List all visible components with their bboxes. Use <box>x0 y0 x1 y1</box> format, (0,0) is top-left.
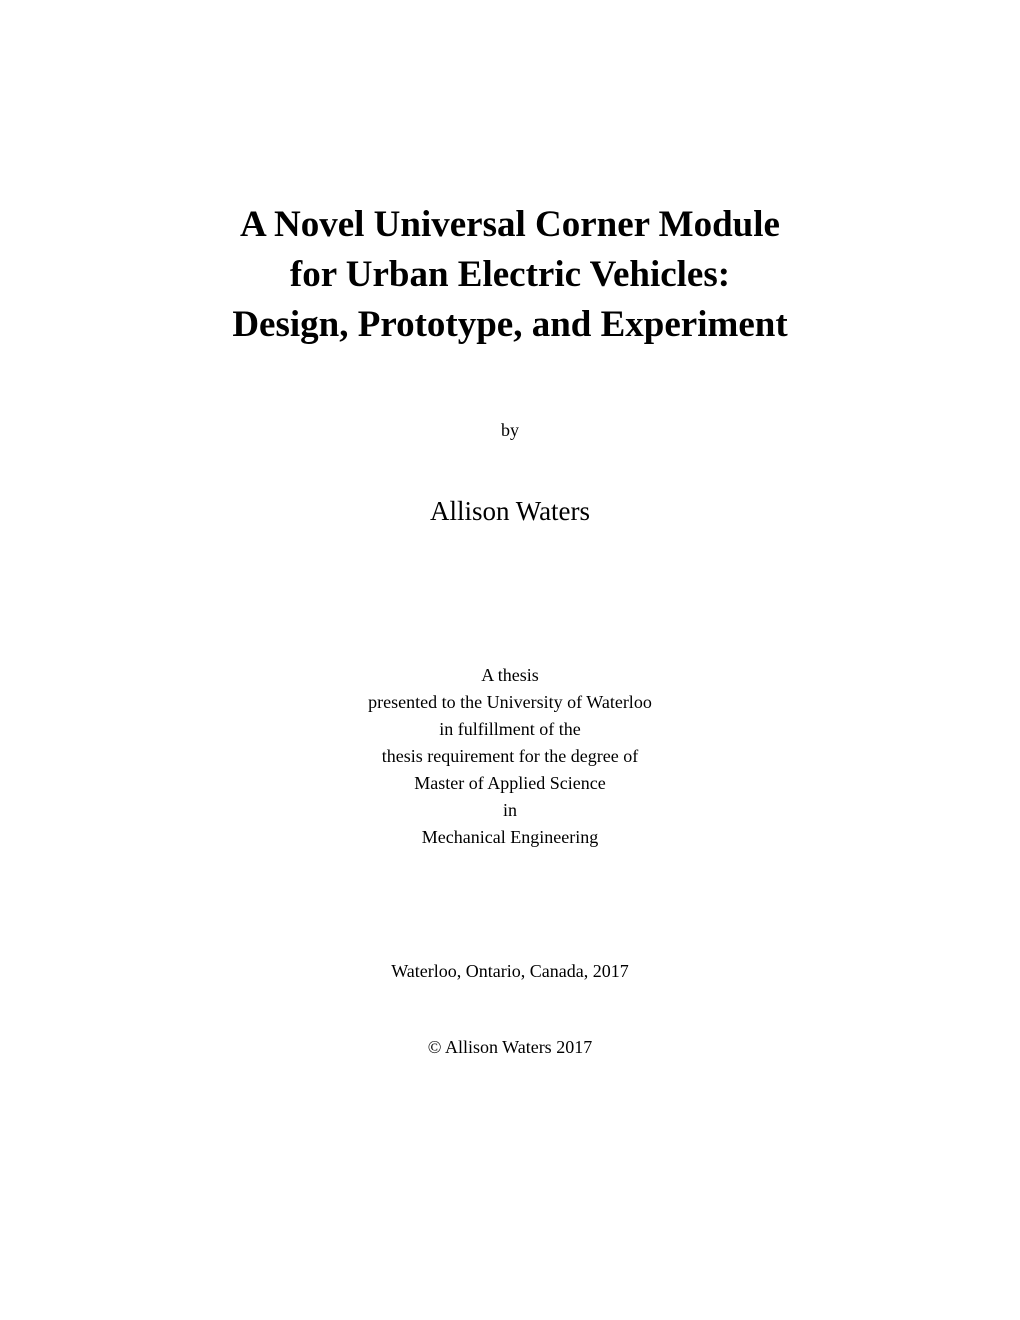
thesis-description: A thesis presented to the University of … <box>100 662 920 851</box>
thesis-line-3: in fulfillment of the <box>100 716 920 743</box>
location-year: Waterloo, Ontario, Canada, 2017 <box>100 961 920 982</box>
thesis-line-2: presented to the University of Waterloo <box>100 689 920 716</box>
title-line-3: Design, Prototype, and Experiment <box>100 300 920 350</box>
thesis-line-1: A thesis <box>100 662 920 689</box>
thesis-line-6: in <box>100 797 920 824</box>
thesis-line-5: Master of Applied Science <box>100 770 920 797</box>
by-label: by <box>100 420 920 441</box>
copyright-notice: © Allison Waters 2017 <box>100 1037 920 1058</box>
title-line-1: A Novel Universal Corner Module <box>100 200 920 250</box>
thesis-title: A Novel Universal Corner Module for Urba… <box>100 200 920 350</box>
thesis-line-4: thesis requirement for the degree of <box>100 743 920 770</box>
author-name: Allison Waters <box>100 496 920 527</box>
thesis-line-7: Mechanical Engineering <box>100 824 920 851</box>
thesis-title-page: A Novel Universal Corner Module for Urba… <box>0 0 1020 1320</box>
title-line-2: for Urban Electric Vehicles: <box>100 250 920 300</box>
